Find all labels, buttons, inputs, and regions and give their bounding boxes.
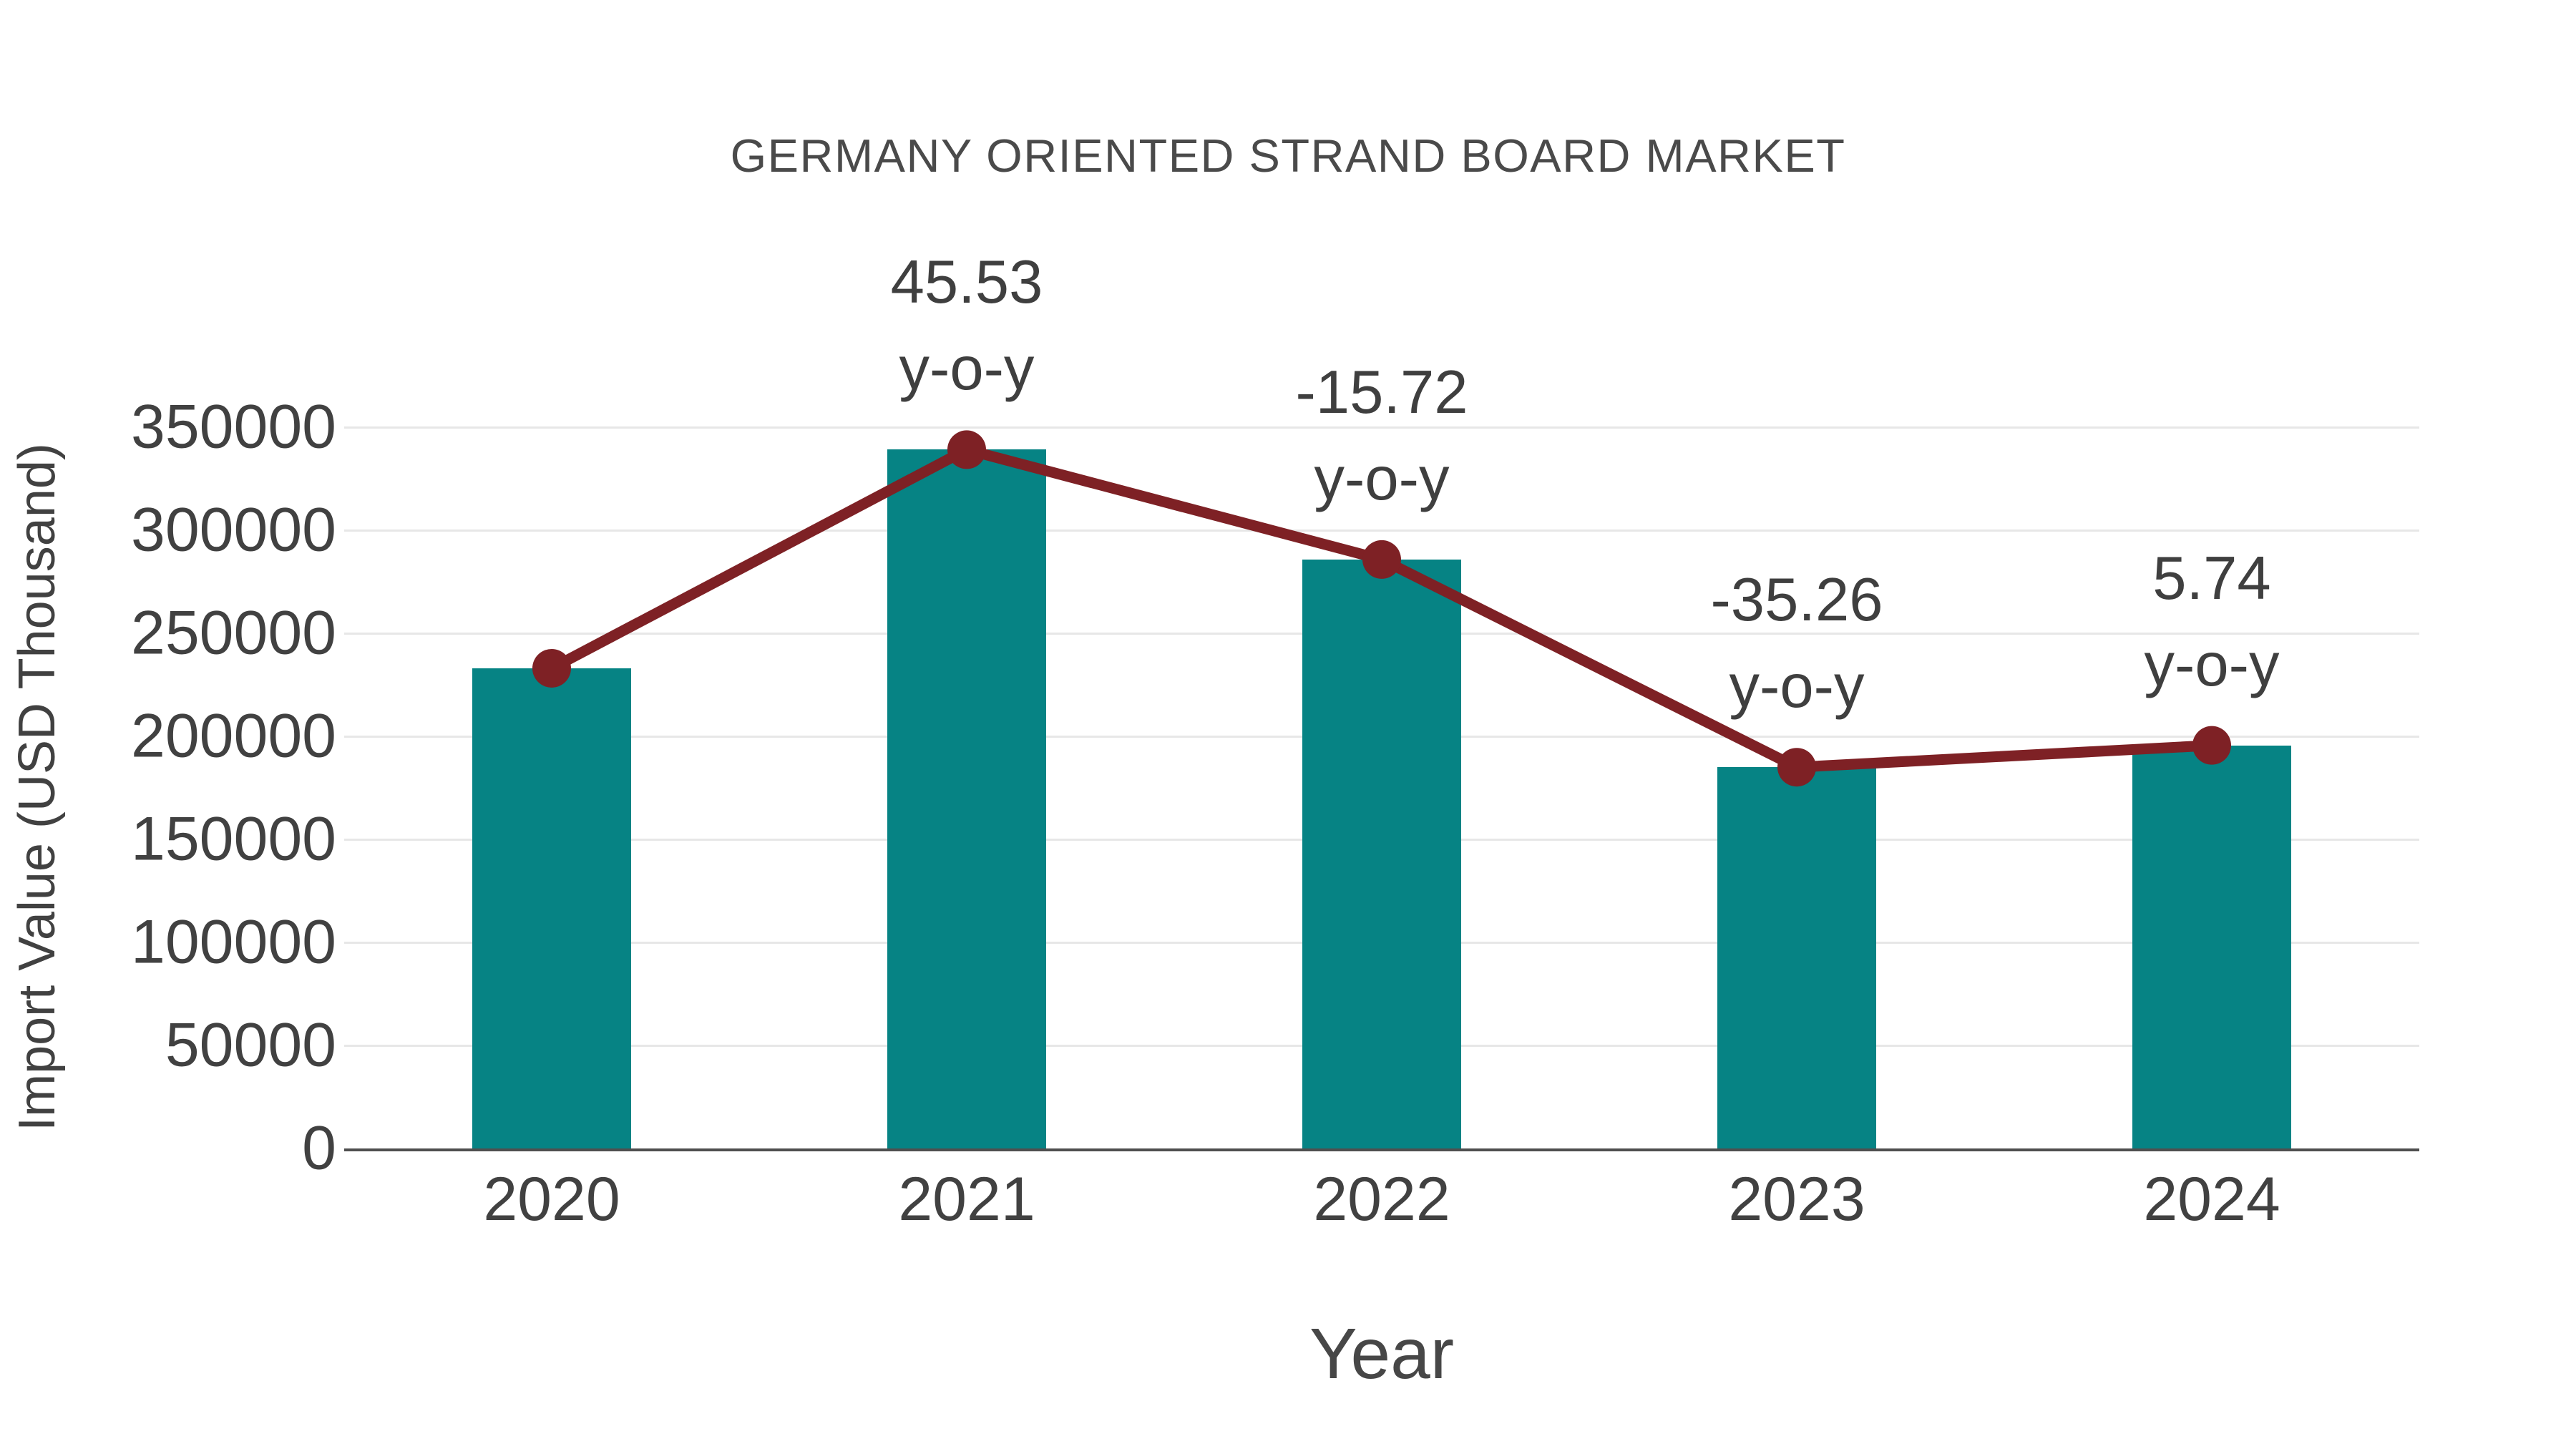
bar-2020 <box>472 668 631 1148</box>
bar-2024 <box>2132 745 2291 1148</box>
x-tick-label-2020: 2020 <box>483 1165 620 1234</box>
y-axis-tick-labels: 0 50000 100000 150000 200000 250000 300000 3500… <box>0 393 336 1183</box>
bar-2022 <box>1302 559 1461 1148</box>
yoy-annotation-2024: 5.74 y-o-y <box>2145 535 2280 708</box>
x-tick-label-2022: 2022 <box>1313 1165 1450 1234</box>
x-tick-label-2024: 2024 <box>2143 1165 2280 1234</box>
line-marker-2022 <box>1362 540 1401 579</box>
yoy-annotation-2023: -35.26 y-o-y <box>1710 557 1883 730</box>
yoy-annotation-2021: 45.53 y-o-y <box>891 239 1043 412</box>
yoy-suffix-label: y-o-y <box>2144 630 2280 699</box>
y-tick-label-50000: 50000 <box>165 1010 336 1080</box>
plot-area: 45.53 y-o-y -15.72 y-o-y -35.26 y-o-y 5.74 y-o-… <box>344 248 2419 1151</box>
bar-2021 <box>887 449 1046 1148</box>
yoy-suffix-label: y-o-y <box>899 335 1035 404</box>
yoy-suffix-label: y-o-y <box>1729 653 1865 721</box>
yoy-value-label: 5.74 <box>2152 544 2271 613</box>
yoy-value-label: -35.26 <box>1710 566 1883 635</box>
y-tick-label-250000: 250000 <box>131 598 336 668</box>
yoy-value-label: -15.72 <box>1295 358 1468 426</box>
y-tick-label-300000: 300000 <box>131 495 336 565</box>
x-tick-label-2023: 2023 <box>1728 1165 1865 1234</box>
line-marker-2020 <box>532 648 571 688</box>
yoy-annotation-2022: -15.72 y-o-y <box>1295 349 1468 522</box>
x-axis-title: Year <box>1309 1314 1455 1394</box>
y-tick-label-100000: 100000 <box>131 907 336 977</box>
y-tick-label-0: 0 <box>302 1113 336 1183</box>
yoy-suffix-label: y-o-y <box>1314 444 1450 513</box>
line-marker-2021 <box>947 430 986 469</box>
trend-line-layer <box>532 430 2231 787</box>
yoy-value-label: 45.53 <box>890 248 1043 317</box>
y-tick-label-150000: 150000 <box>131 804 336 874</box>
line-marker-2024 <box>2192 726 2231 765</box>
chart-title: GERMANY ORIENTED STRAND BOARD MARKET <box>730 130 1846 182</box>
y-tick-label-350000: 350000 <box>131 392 336 462</box>
x-tick-label-2021: 2021 <box>898 1165 1035 1234</box>
y-tick-label-200000: 200000 <box>131 701 336 771</box>
x-axis-tick-labels: 2020 2021 2022 2023 2024 <box>344 1151 2419 1252</box>
line-marker-2023 <box>1777 748 1816 787</box>
bar-2023 <box>1717 767 1876 1148</box>
